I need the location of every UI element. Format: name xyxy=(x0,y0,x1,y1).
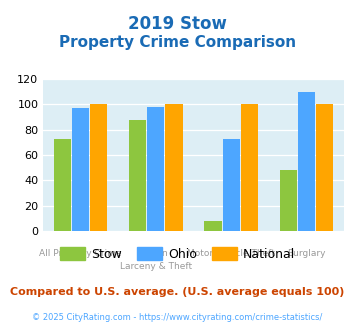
Text: Compared to U.S. average. (U.S. average equals 100): Compared to U.S. average. (U.S. average … xyxy=(10,287,345,297)
Bar xyxy=(280,170,297,231)
Text: Motor Vehicle Theft: Motor Vehicle Theft xyxy=(187,249,275,258)
Bar xyxy=(90,105,107,231)
Text: Property Crime Comparison: Property Crime Comparison xyxy=(59,35,296,50)
Bar xyxy=(298,92,315,231)
Bar xyxy=(241,105,258,231)
Legend: Stow, Ohio, National: Stow, Ohio, National xyxy=(55,242,300,266)
Bar xyxy=(204,221,222,231)
Text: All Property Crime: All Property Crime xyxy=(39,249,121,258)
Text: Burglary: Burglary xyxy=(288,249,326,258)
Bar xyxy=(72,108,89,231)
Bar xyxy=(147,107,164,231)
Text: © 2025 CityRating.com - https://www.cityrating.com/crime-statistics/: © 2025 CityRating.com - https://www.city… xyxy=(32,313,323,322)
Text: Larceny & Theft: Larceny & Theft xyxy=(120,262,192,271)
Bar xyxy=(316,105,333,231)
Bar xyxy=(129,120,146,231)
Bar xyxy=(223,139,240,231)
Bar xyxy=(165,105,182,231)
Bar xyxy=(54,139,71,231)
Text: 2019 Stow: 2019 Stow xyxy=(128,15,227,33)
Text: Arson: Arson xyxy=(143,249,169,258)
